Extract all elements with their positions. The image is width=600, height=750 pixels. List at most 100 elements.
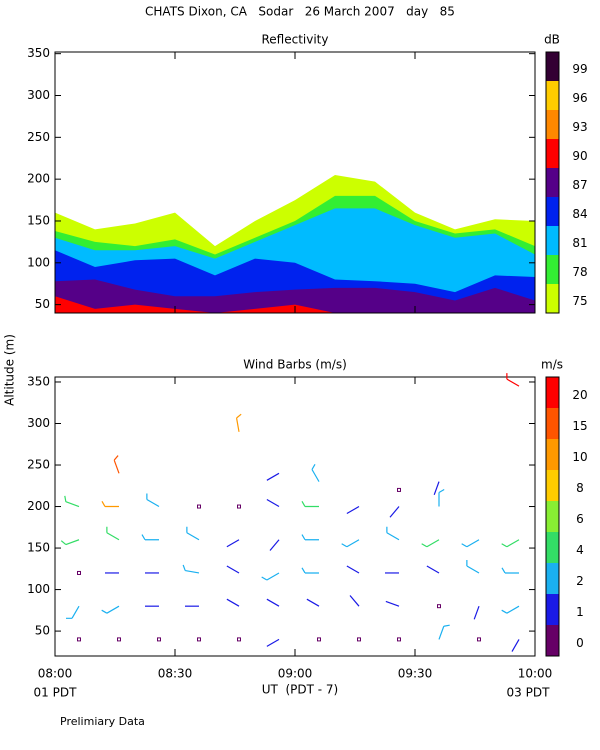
wind-barb	[389, 506, 400, 518]
wind-barb	[141, 534, 159, 541]
wind-barb	[301, 501, 319, 508]
colorbar-tick-label: 6	[576, 512, 584, 526]
wind-barb	[182, 564, 200, 574]
calm-marker	[397, 487, 401, 492]
calm-marker	[197, 637, 201, 642]
colorbar-tick-label: 75	[572, 294, 587, 308]
panel-title: Wind Barbs (m/s)	[243, 358, 347, 372]
wind-barb	[461, 539, 480, 548]
colorbar-cell	[546, 563, 559, 594]
colorbar-cell	[546, 377, 559, 408]
colorbar-cell	[546, 284, 559, 313]
wind-barb	[386, 526, 400, 541]
colorbar-cell	[546, 197, 559, 226]
y-tick-label: 100	[27, 582, 50, 596]
colorbar-tick-label: 99	[572, 62, 587, 76]
colorbar-tick-label: 1	[576, 605, 584, 619]
wind-barb	[438, 489, 445, 507]
colorbar-cell	[546, 52, 559, 81]
calm-marker	[237, 504, 241, 509]
wind-barb	[506, 373, 520, 387]
colorbar-tick-label: 93	[572, 120, 587, 134]
colorbar-tick-label: 87	[572, 178, 587, 192]
wind-barb	[301, 567, 319, 574]
wind-barb	[186, 526, 200, 541]
wind-barb	[64, 495, 80, 508]
calm-marker	[397, 637, 401, 642]
colorbar-cell	[546, 408, 559, 439]
wind-barb	[266, 598, 280, 607]
calm-marker	[157, 637, 161, 642]
calm-marker	[77, 570, 81, 575]
x-tick-label: 09:30	[398, 667, 433, 681]
y-tick-label: 150	[27, 541, 50, 555]
colorbar-tick-label: 10	[572, 450, 587, 464]
colorbar-cell	[546, 532, 559, 563]
colorbar-label: m/s	[541, 358, 563, 372]
y-tick-label: 150	[27, 213, 50, 227]
wind-barb	[473, 605, 480, 620]
wind-barb	[101, 605, 120, 614]
colorbar-tick-label: 15	[572, 419, 587, 433]
colorbar-cell	[546, 625, 559, 656]
colorbar-cell	[546, 226, 559, 255]
y-tick-label: 50	[35, 297, 50, 311]
wind-barb	[226, 565, 240, 574]
x-axis-label: UT (PDT - 7)	[262, 683, 339, 697]
footnote: Prelimiary Data	[60, 715, 145, 728]
colorbar-tick-label: 81	[572, 236, 587, 250]
figure-title: CHATS Dixon, CA Sodar 26 March 2007 day …	[145, 5, 455, 19]
calm-marker	[357, 637, 361, 642]
wind-barb	[346, 506, 360, 515]
wind-barb	[266, 638, 280, 647]
wind-barb	[501, 539, 520, 548]
wind-barb	[261, 572, 280, 581]
wind-barb	[106, 526, 120, 541]
y-tick-label: 100	[27, 255, 50, 269]
wind-barb	[66, 605, 80, 619]
wind-barb	[269, 539, 280, 551]
y-tick-label: 200	[27, 499, 50, 513]
wind-barb	[226, 539, 240, 548]
colorbar-cell	[546, 139, 559, 168]
colorbar-cell	[546, 168, 559, 197]
y-tick-label: 250	[27, 458, 50, 472]
calm-marker	[317, 637, 321, 642]
wind-barb	[341, 539, 360, 548]
colorbar-tick-label: 96	[572, 91, 587, 105]
colorbar-label: dB	[544, 33, 560, 47]
colorbar-tick-label: 20	[572, 388, 587, 402]
wind-barb	[235, 413, 242, 432]
wind-barb	[385, 600, 400, 607]
colorbar-tick-label: 90	[572, 149, 587, 163]
wind-barb	[306, 598, 320, 607]
colorbar-tick-label: 4	[576, 543, 584, 557]
y-tick-label: 350	[27, 46, 50, 60]
wind-barb	[60, 539, 80, 546]
y-tick-label: 50	[35, 624, 50, 638]
colorbar-cell	[546, 501, 559, 532]
contour-band	[55, 279, 535, 313]
wind-barb	[501, 567, 519, 574]
wind-barb	[266, 472, 280, 481]
y-tick-label: 250	[27, 130, 50, 144]
colorbar-tick-label: 84	[572, 207, 587, 221]
wind-barb	[113, 455, 120, 474]
calm-marker	[77, 637, 81, 642]
y-tick-label: 350	[27, 374, 50, 388]
wind-barb	[266, 499, 280, 508]
y-tick-label: 300	[27, 416, 50, 430]
wind-barb	[101, 501, 119, 508]
calm-marker	[477, 637, 481, 642]
wind-barb	[146, 493, 160, 508]
colorbar-cell	[546, 110, 559, 139]
wind-barb	[466, 559, 480, 574]
colorbar-tick-label: 78	[572, 265, 587, 279]
colorbar-cell	[546, 594, 559, 625]
y-tick-label: 300	[27, 88, 50, 102]
wind-barb	[301, 534, 319, 541]
x-end-label: 03 PDT	[507, 686, 551, 700]
wind-barb	[433, 481, 440, 495]
wind-barb	[426, 565, 440, 574]
